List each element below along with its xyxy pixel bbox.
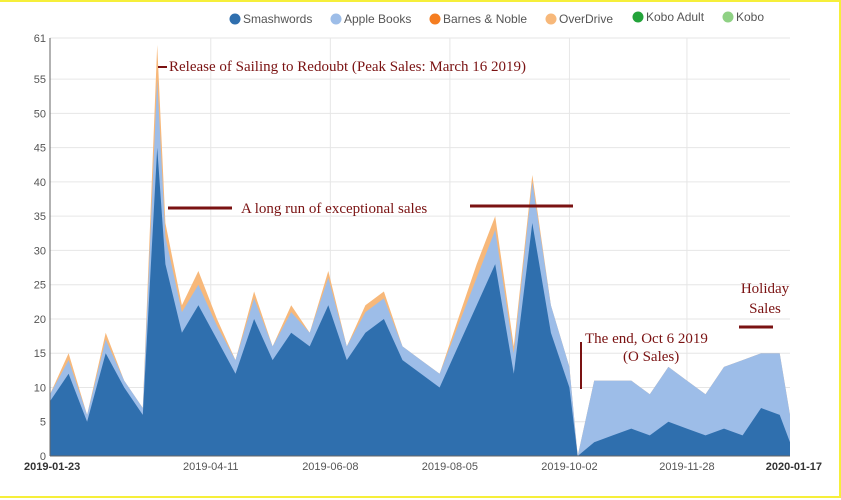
y-tick-label-10: 50 <box>34 108 46 120</box>
x-tick-label-4: 2019-10-02 <box>541 461 597 473</box>
legend-label-apple-books: Apple Books <box>344 12 411 26</box>
series-area-smashwords <box>50 147 790 456</box>
legend-label-barnes-noble: Barnes & Noble <box>443 12 527 26</box>
legend-marker-smashwords <box>229 13 241 25</box>
annotation-end: The end, Oct 6 2019 <box>585 331 708 347</box>
y-tick-label-8: 40 <box>34 177 46 189</box>
legend-item-barnes-noble[interactable]: Barnes & Noble <box>429 12 528 26</box>
y-tick-label-4: 20 <box>34 314 46 326</box>
x-tick-label-2: 2019-06-08 <box>302 461 358 473</box>
x-tick-labels: 2019-01-23 2019-04-11 2019-06-08 2019-08-05… <box>24 461 822 473</box>
y-tick-label-5: 25 <box>34 280 46 292</box>
y-tick-label-1: 5 <box>40 417 46 429</box>
annotation-holiday-sales: Sales <box>749 301 781 317</box>
x-tick-label-5: 2019-11-28 <box>659 461 714 473</box>
y-tick-label-7: 35 <box>34 211 46 223</box>
annotation-release: Release of Sailing to Redoubt (Peak Sale… <box>169 59 526 75</box>
x-tick-label-6: 2020-01-17 <box>766 461 822 473</box>
annotations: Release of Sailing to Redoubt (Peak Sale… <box>158 59 790 389</box>
annotation-long-run: A long run of exceptional sales <box>241 201 427 217</box>
legend-item-kobo-adult[interactable]: Kobo Adult <box>632 10 705 24</box>
axes <box>49 38 790 457</box>
x-tick-label-3: 2019-08-05 <box>422 461 478 473</box>
legend-item-overdrive[interactable]: OverDrive <box>545 12 614 26</box>
legend-item-smashwords[interactable]: Smashwords <box>229 12 313 26</box>
y-tick-label-9: 45 <box>34 143 46 155</box>
legend-marker-apple-books <box>330 13 342 25</box>
y-tick-label-12: 61 <box>34 33 46 45</box>
x-tick-label-1: 2019-04-11 <box>183 461 238 473</box>
legend-marker-barnes-noble <box>429 13 441 25</box>
legend-marker-overdrive <box>545 13 557 25</box>
y-tick-labels: 0 5 10 15 20 25 30 35 40 45 50 55 61 <box>34 33 46 463</box>
y-tick-label-0: 0 <box>40 451 46 463</box>
legend-marker-kobo-adult <box>632 11 644 23</box>
annotation-end-zero: (O Sales) <box>623 349 679 365</box>
legend: Smashwords Apple Books Barnes & Noble Ov… <box>229 10 765 26</box>
y-tick-label-3: 15 <box>34 348 46 360</box>
legend-item-kobo[interactable]: Kobo <box>722 10 765 24</box>
series-areas <box>50 44 790 457</box>
x-tick-label-0: 2019-01-23 <box>24 461 80 473</box>
legend-label-smashwords: Smashwords <box>243 12 312 26</box>
series-area-apple-books <box>50 79 790 456</box>
annotation-holiday: Holiday <box>741 281 790 297</box>
legend-marker-kobo <box>722 11 734 23</box>
legend-label-kobo: Kobo <box>736 10 764 24</box>
y-tick-label-2: 10 <box>34 382 46 394</box>
y-tick-label-11: 55 <box>34 74 46 86</box>
legend-item-apple-books[interactable]: Apple Books <box>330 12 412 26</box>
legend-label-overdrive: OverDrive <box>559 12 613 26</box>
y-tick-label-6: 30 <box>34 245 46 257</box>
legend-label-kobo-adult: Kobo Adult <box>646 10 705 24</box>
